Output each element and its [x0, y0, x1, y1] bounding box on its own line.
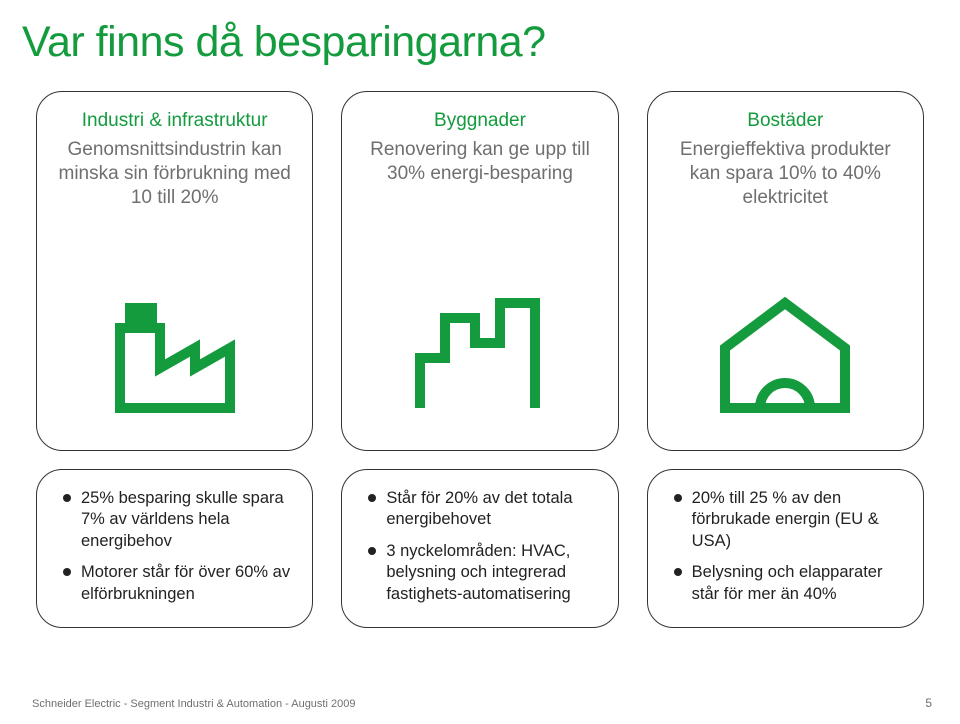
factory-icon: [55, 209, 294, 428]
bullet-item: 25% besparing skulle spara 7% av världen…: [63, 488, 292, 552]
page-title: Var finns då besparingarna?: [0, 0, 960, 67]
house-icon: [666, 209, 905, 428]
card-byggnader: Byggnader Renovering kan ge upp till 30%…: [341, 91, 618, 451]
card-subtext: Renovering kan ge upp till 30% energi-be…: [360, 138, 599, 186]
page-number: 5: [925, 696, 932, 710]
card-industri: Industri & infrastruktur Genomsnittsindu…: [36, 91, 313, 451]
card-heading: Industri & infrastruktur: [82, 110, 268, 132]
card-heading: Bostäder: [747, 110, 823, 132]
buildings-icon: [360, 186, 599, 429]
bullet-item: 3 nyckelområden: HVAC, belysning och int…: [368, 541, 597, 605]
bullet-item: Motorer står för över 60% av elförbrukni…: [63, 562, 292, 605]
card-bostader: Bostäder Energieffektiva produkter kan s…: [647, 91, 924, 451]
bullet-item: Belysning och elapparater står för mer ä…: [674, 562, 903, 605]
bullet-item: Står för 20% av det totala energibehovet: [368, 488, 597, 531]
bullets-bostader: 20% till 25 % av den förbrukade energin …: [647, 469, 924, 628]
card-subtext: Energieffektiva produkter kan spara 10% …: [666, 138, 905, 209]
bullets-industri: 25% besparing skulle spara 7% av världen…: [36, 469, 313, 628]
card-heading: Byggnader: [434, 110, 526, 132]
bullets-byggnader: Står för 20% av det totala energibehovet…: [341, 469, 618, 628]
card-subtext: Genomsnittsindustrin kan minska sin förb…: [55, 138, 294, 209]
bullets-row: 25% besparing skulle spara 7% av världen…: [0, 451, 960, 628]
cards-row: Industri & infrastruktur Genomsnittsindu…: [0, 67, 960, 451]
footer-text: Schneider Electric - Segment Industri & …: [32, 698, 355, 710]
bullet-item: 20% till 25 % av den förbrukade energin …: [674, 488, 903, 552]
